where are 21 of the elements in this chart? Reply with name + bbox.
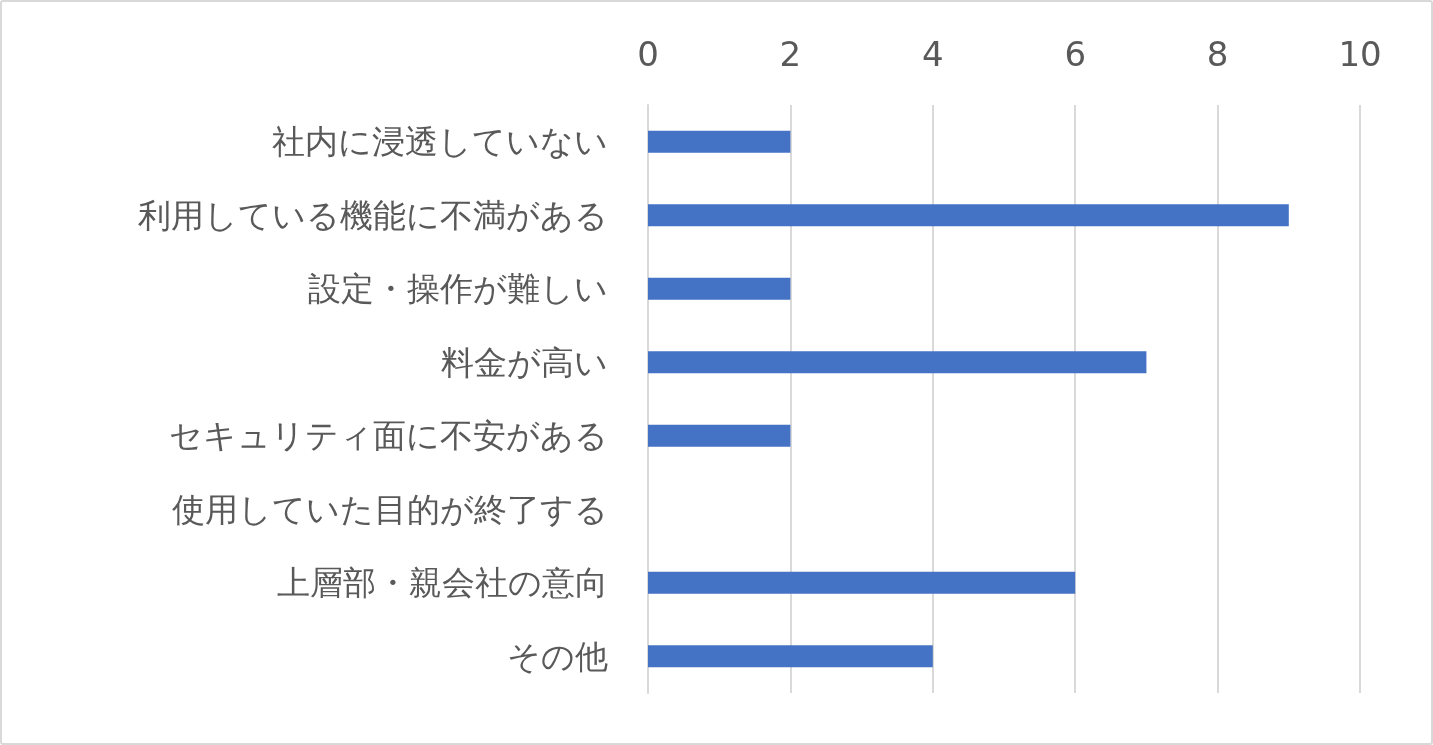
x-tick-label: 4	[921, 34, 944, 74]
x-tick-label: 10	[1338, 34, 1382, 74]
bar	[648, 351, 1147, 374]
x-tick-label: 0	[637, 34, 659, 74]
bar	[648, 204, 1289, 227]
y-tick-label: 料金が高い	[441, 342, 608, 382]
x-tick-label: 8	[1206, 34, 1229, 74]
bar	[648, 645, 933, 668]
y-tick-label: セキュリティ面に不安がある	[169, 416, 608, 456]
y-tick-label: 設定・操作が難しい	[308, 269, 608, 309]
bar	[648, 277, 791, 300]
bar	[648, 424, 791, 447]
y-tick-label: 社内に浸透していない	[272, 122, 608, 162]
bar	[648, 571, 1076, 594]
y-tick-label: 利用している機能に不満がある	[138, 195, 608, 235]
x-tick-label: 2	[779, 34, 802, 74]
y-tick-label: 使用していた目的が終了する	[172, 489, 608, 529]
x-tick-label: 6	[1064, 34, 1087, 74]
y-tick-label: 上層部・親会社の意向	[277, 563, 608, 603]
y-tick-label: その他	[507, 636, 608, 676]
bar	[648, 130, 791, 153]
